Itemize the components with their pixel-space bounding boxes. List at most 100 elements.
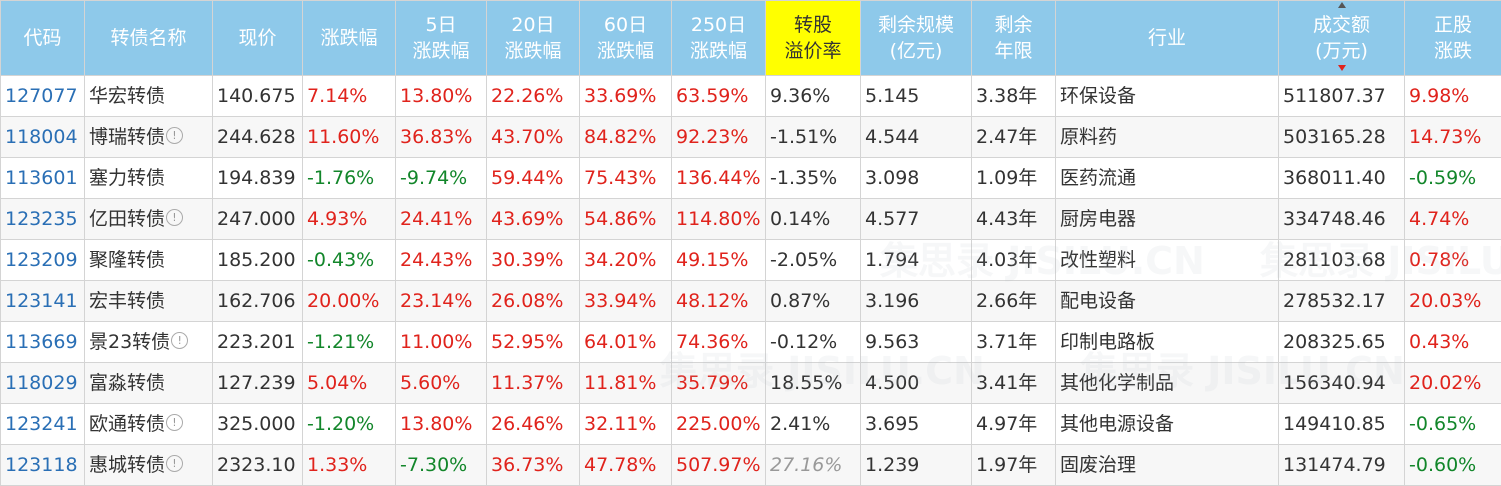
column-header-code[interactable]: 代码 — [1, 1, 85, 76]
cell-change60: 75.43% — [580, 158, 672, 199]
column-header-label: 5日 — [396, 12, 486, 38]
cell-name[interactable]: 宏丰转债 — [85, 281, 213, 322]
cell-name[interactable]: 塞力转债 — [85, 158, 213, 199]
cell-code[interactable]: 118004 — [1, 117, 85, 158]
info-circle-icon[interactable]: ! — [166, 414, 183, 431]
cell-change: -1.76% — [303, 158, 396, 199]
bond-name-link[interactable]: 塞力转债 — [89, 167, 165, 189]
cell-code[interactable]: 123235 — [1, 199, 85, 240]
cell-code[interactable]: 113669 — [1, 322, 85, 363]
cell-code[interactable]: 123141 — [1, 281, 85, 322]
cell-name[interactable]: 聚隆转债 — [85, 240, 213, 281]
cell-price: 185.200 — [213, 240, 303, 281]
bond-name-link[interactable]: 博瑞转债 — [89, 126, 165, 148]
column-header-years[interactable]: 剩余年限 — [972, 1, 1056, 76]
cell-change5: 36.83% — [396, 117, 487, 158]
cell-premium: 0.87% — [766, 281, 861, 322]
cell-change250: 35.79% — [672, 363, 766, 404]
column-header-price[interactable]: 现价 — [213, 1, 303, 76]
column-header-name[interactable]: 转债名称 — [85, 1, 213, 76]
cell-stock_change: 14.73% — [1405, 117, 1501, 158]
column-header-change[interactable]: 涨跌幅 — [303, 1, 396, 76]
cell-industry: 其他化学制品 — [1056, 363, 1279, 404]
bond-name-link[interactable]: 华宏转债 — [89, 85, 165, 107]
cell-name[interactable]: 博瑞转债! — [85, 117, 213, 158]
cell-code[interactable]: 123241 — [1, 404, 85, 445]
cell-years: 4.43年 — [972, 199, 1056, 240]
column-header-change20[interactable]: 20日涨跌幅 — [487, 1, 580, 76]
cell-name[interactable]: 欧通转债! — [85, 404, 213, 445]
cell-change250: 507.97% — [672, 445, 766, 486]
cell-code[interactable]: 113601 — [1, 158, 85, 199]
cell-scale: 3.098 — [861, 158, 972, 199]
cell-change60: 33.69% — [580, 76, 672, 117]
cell-change250: 74.36% — [672, 322, 766, 363]
column-header-industry[interactable]: 行业 — [1056, 1, 1279, 76]
cell-stock_change: -0.60% — [1405, 445, 1501, 486]
cell-name[interactable]: 华宏转债 — [85, 76, 213, 117]
bond-name-link[interactable]: 聚隆转债 — [89, 249, 165, 271]
cell-change20: 11.37% — [487, 363, 580, 404]
sort-ascending-icon[interactable] — [1338, 2, 1346, 8]
column-header-label: 剩余规模 — [861, 12, 971, 38]
cell-name[interactable]: 景23转债! — [85, 322, 213, 363]
cell-scale: 4.500 — [861, 363, 972, 404]
cell-price: 247.000 — [213, 199, 303, 240]
column-header-premium[interactable]: 转股溢价率 — [766, 1, 861, 76]
cell-code[interactable]: 127077 — [1, 76, 85, 117]
cell-code[interactable]: 118029 — [1, 363, 85, 404]
cell-name[interactable]: 亿田转债! — [85, 199, 213, 240]
cell-years: 4.03年 — [972, 240, 1056, 281]
cell-industry: 厨房电器 — [1056, 199, 1279, 240]
cell-change5: 5.60% — [396, 363, 487, 404]
column-header-change5[interactable]: 5日涨跌幅 — [396, 1, 487, 76]
cell-code[interactable]: 123118 — [1, 445, 85, 486]
info-circle-icon[interactable]: ! — [166, 209, 183, 226]
bond-name-link[interactable]: 景23转债 — [89, 331, 170, 353]
column-header-volume[interactable]: 成交额(万元) — [1279, 1, 1405, 76]
cell-name[interactable]: 富淼转债 — [85, 363, 213, 404]
cell-industry: 医药流通 — [1056, 158, 1279, 199]
cell-change5: 13.80% — [396, 404, 487, 445]
cell-code[interactable]: 123209 — [1, 240, 85, 281]
info-circle-icon[interactable]: ! — [166, 127, 183, 144]
column-header-label: 代码 — [23, 27, 61, 49]
column-header-change250[interactable]: 250日涨跌幅 — [672, 1, 766, 76]
column-header-change60[interactable]: 60日涨跌幅 — [580, 1, 672, 76]
bond-name-link[interactable]: 惠城转债 — [89, 454, 165, 476]
cell-scale: 3.695 — [861, 404, 972, 445]
cell-industry: 改性塑料 — [1056, 240, 1279, 281]
cell-years: 1.09年 — [972, 158, 1056, 199]
cell-change: -1.20% — [303, 404, 396, 445]
bond-name-link[interactable]: 亿田转债 — [89, 208, 165, 230]
cell-stock_change: 0.78% — [1405, 240, 1501, 281]
cell-name[interactable]: 惠城转债! — [85, 445, 213, 486]
cell-years: 1.97年 — [972, 445, 1056, 486]
cell-price: 223.201 — [213, 322, 303, 363]
sort-descending-icon[interactable] — [1338, 65, 1346, 71]
cell-volume: 368011.40 — [1279, 158, 1405, 199]
cell-change60: 47.78% — [580, 445, 672, 486]
cell-change250: 225.00% — [672, 404, 766, 445]
bond-name-link[interactable]: 欧通转债 — [89, 413, 165, 435]
bond-name-link[interactable]: 宏丰转债 — [89, 290, 165, 312]
info-circle-icon[interactable]: ! — [166, 455, 183, 472]
bond-name-link[interactable]: 富淼转债 — [89, 372, 165, 394]
cell-premium: 18.55% — [766, 363, 861, 404]
column-header-stock_change[interactable]: 正股涨跌 — [1405, 1, 1501, 76]
column-header-label: 涨跌幅 — [320, 27, 377, 49]
cell-change250: 63.59% — [672, 76, 766, 117]
column-header-label: (亿元) — [861, 38, 971, 64]
column-header-scale[interactable]: 剩余规模(亿元) — [861, 1, 972, 76]
info-circle-icon[interactable]: ! — [171, 332, 188, 349]
